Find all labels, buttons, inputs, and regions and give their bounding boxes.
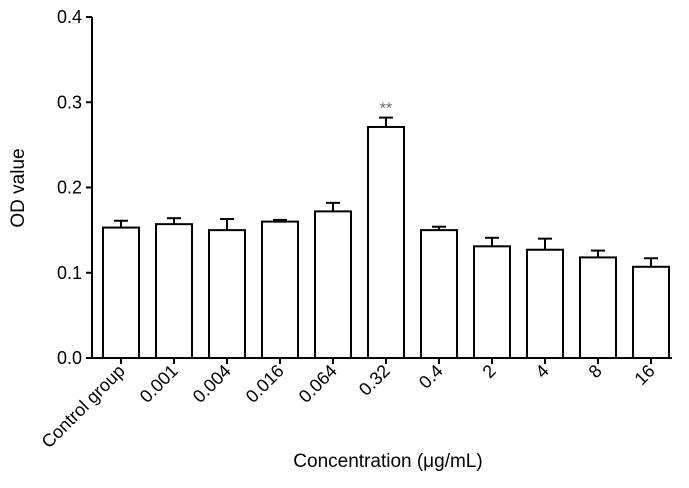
x-tick-label: 2 <box>479 361 500 382</box>
x-tick-label: 0.004 <box>189 361 235 407</box>
bar <box>155 223 193 359</box>
x-tick-label: Control group <box>38 361 129 452</box>
bar <box>632 265 670 359</box>
bar <box>420 229 458 359</box>
bar <box>102 226 140 359</box>
y-tick-label: 0.3 <box>57 92 82 112</box>
bar <box>261 220 299 359</box>
significance-annotation: ** <box>380 101 392 118</box>
bar <box>367 125 405 359</box>
x-tick-label: 0.016 <box>242 361 288 407</box>
x-tick-label: 8 <box>585 361 606 382</box>
x-tick-label: 0.001 <box>136 361 182 407</box>
y-axis-label: OD value <box>8 148 29 227</box>
x-tick-label: 0.064 <box>295 361 341 407</box>
x-tick-label: 4 <box>532 361 553 382</box>
y-tick-label: 0.2 <box>57 178 82 198</box>
y-tick-label: 0.0 <box>57 348 82 368</box>
bar <box>208 229 246 359</box>
x-axis: Control group 0.001 0.004 0.016 0.064 0.32 0.4… <box>38 357 672 452</box>
y-tick-label: 0.4 <box>57 7 82 27</box>
bar <box>526 248 564 359</box>
y-tick-label: 0.1 <box>57 263 82 283</box>
x-axis-label: Concentration (μg/mL) <box>293 451 482 472</box>
bar <box>579 256 617 359</box>
x-tick-label: 16 <box>631 361 659 389</box>
y-axis: 0.0 0.1 0.2 0.3 0.4 <box>57 7 93 368</box>
bar <box>314 210 352 359</box>
x-tick-label: 0.32 <box>355 361 394 400</box>
bars: ** <box>102 101 670 359</box>
bar <box>473 245 511 359</box>
x-tick-label: 0.4 <box>415 361 447 393</box>
